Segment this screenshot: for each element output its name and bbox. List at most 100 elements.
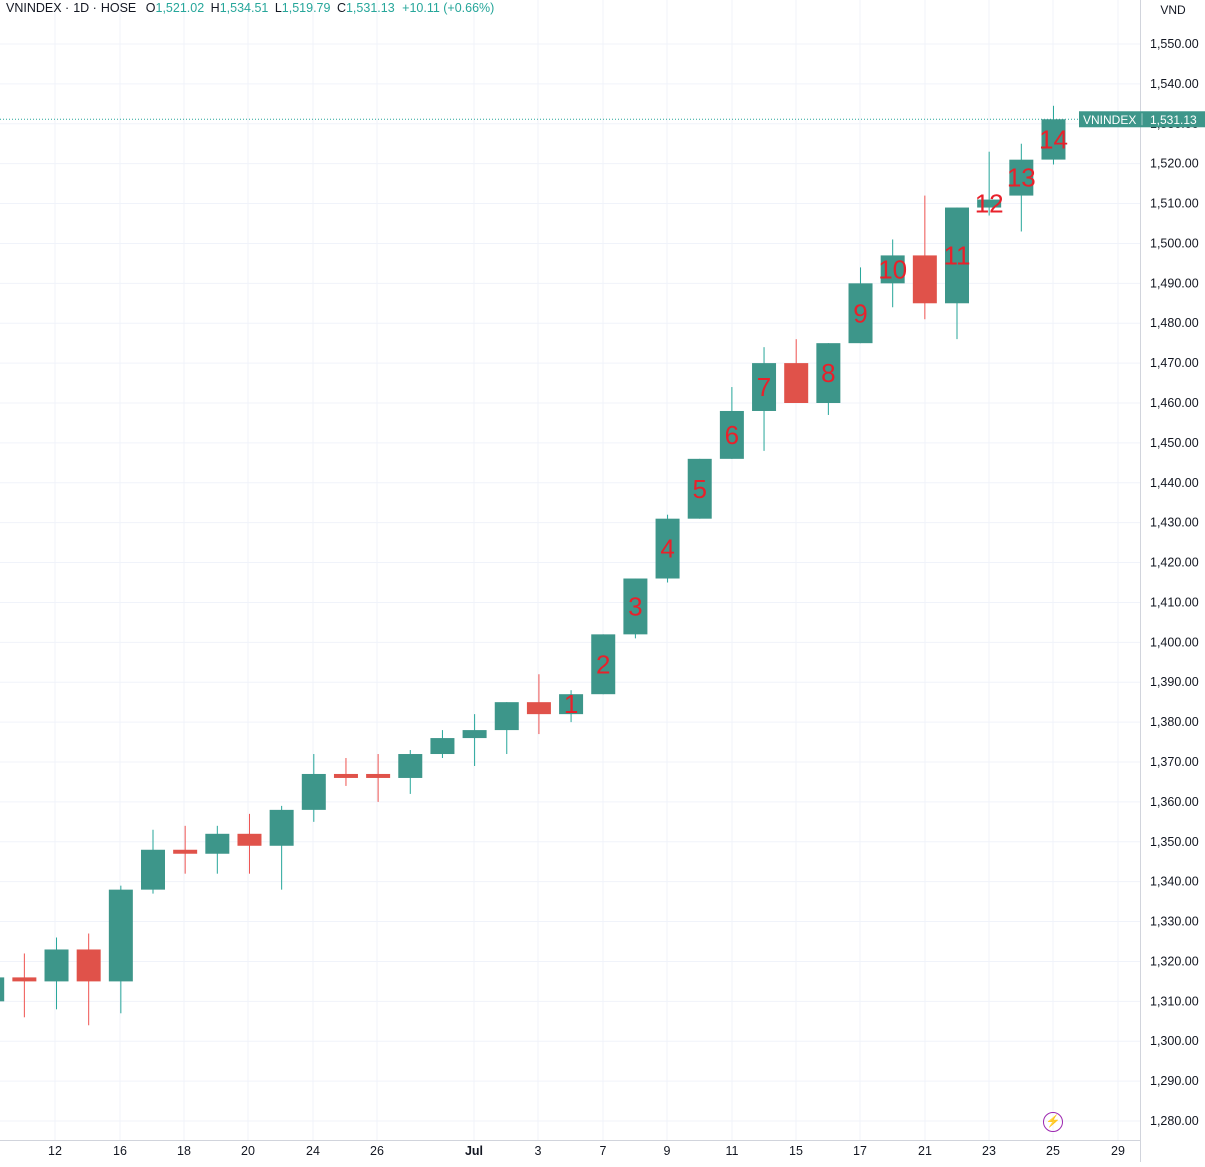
candle-body [1009, 159, 1034, 196]
candle-body [0, 977, 5, 1002]
candle-body [462, 730, 487, 739]
candle [623, 578, 648, 639]
price-tick-label: 1,450.00 [1150, 436, 1199, 450]
candle-number-label: 13 [1007, 163, 1036, 193]
legend-symbol[interactable]: VNINDEX [6, 1, 62, 15]
price-tick-label: 1,320.00 [1150, 954, 1199, 968]
candle-body [559, 694, 584, 715]
candle [591, 634, 616, 695]
candle [687, 458, 712, 519]
price-tag-symbol: VNINDEX [1083, 113, 1136, 127]
candle [1041, 105, 1066, 165]
candle-body [269, 809, 294, 846]
price-tick-label: 1,280.00 [1150, 1114, 1199, 1128]
time-tick-label: 7 [600, 1144, 607, 1158]
candle [237, 813, 262, 874]
candle [1009, 143, 1034, 232]
time-tick-label: Jul [465, 1144, 483, 1158]
legend-open-value: 1,521.02 [155, 1, 205, 15]
candle-body [945, 207, 969, 304]
legend-interval[interactable]: 1D [73, 1, 90, 15]
lightning-icon[interactable]: ⚡ [1043, 1112, 1063, 1132]
candle-body [687, 458, 712, 519]
time-tick-label: 17 [853, 1144, 867, 1158]
legend-high-label: H [210, 1, 220, 15]
time-tick-label: 23 [982, 1144, 996, 1158]
candle-body [912, 255, 937, 304]
price-tick-label: 1,540.00 [1150, 77, 1199, 91]
candle-number-label: 8 [821, 358, 835, 388]
price-tick-label: 1,480.00 [1150, 316, 1199, 330]
price-tick-label: 1,550.00 [1150, 37, 1199, 51]
candle [526, 674, 551, 735]
candle-body [333, 773, 358, 778]
candle [494, 702, 519, 755]
candle-body [12, 977, 37, 982]
candle [269, 805, 294, 890]
candle [848, 267, 873, 344]
candle-body [526, 702, 551, 715]
candle [108, 885, 133, 1014]
candle-body [366, 773, 391, 778]
candle-body [301, 773, 326, 810]
price-tick-label: 1,460.00 [1150, 396, 1199, 410]
legend-open-label: O [145, 1, 156, 15]
price-tick-label: 1,400.00 [1150, 635, 1199, 649]
price-tick-label: 1,370.00 [1150, 755, 1199, 769]
price-tick-label: 1,380.00 [1150, 715, 1199, 729]
candle [301, 754, 326, 822]
candle [44, 937, 69, 1010]
time-axis: 12 16 18 20 24 26 Jul 3 7 9 11 15 17 21 23 25 29 [0, 1140, 1140, 1158]
candle-body [719, 410, 744, 459]
candle-body [430, 738, 455, 755]
candle [76, 933, 101, 1026]
time-tick-label: 9 [664, 1144, 671, 1158]
time-tick-label: 3 [535, 1144, 542, 1158]
candle-body [398, 754, 423, 778]
price-tick-label: 1,430.00 [1150, 516, 1199, 530]
candle-number-label: 2 [596, 649, 610, 679]
candle-body [977, 199, 1002, 208]
price-tick-label: 1,510.00 [1150, 197, 1199, 211]
candle-number-label: 14 [1039, 124, 1068, 154]
price-tick-label: 1,330.00 [1150, 915, 1199, 929]
candle-number-label: 4 [660, 534, 674, 564]
candle [462, 714, 487, 766]
candle [977, 151, 1002, 216]
currency-label[interactable]: VND [1160, 3, 1186, 17]
candle [398, 750, 423, 794]
candle-body [141, 849, 165, 890]
price-tick-label: 1,440.00 [1150, 476, 1199, 490]
candle [173, 825, 198, 874]
candle-number-label: 6 [725, 420, 739, 450]
legend-low-value: 1,519.79 [281, 1, 331, 15]
price-tick-label: 1,340.00 [1150, 875, 1199, 889]
price-tick-label: 1,390.00 [1150, 675, 1199, 689]
candle-body [848, 283, 873, 344]
price-tag-value: 1,531.13 [1150, 113, 1197, 127]
time-tick-label: 24 [306, 1144, 320, 1158]
time-tick-label: 12 [48, 1144, 62, 1158]
price-tick-label: 1,420.00 [1150, 556, 1199, 570]
candle-number-label: 7 [757, 372, 771, 402]
candle [205, 825, 230, 874]
candle [719, 387, 744, 459]
legend-close-label: C [336, 1, 346, 15]
candle-number-label: 12 [975, 189, 1004, 219]
candle-number-label: 1 [564, 689, 578, 719]
legend-high-value: 1,534.51 [219, 1, 269, 15]
time-tick-label: 29 [1111, 1144, 1125, 1158]
candle [880, 239, 905, 308]
grid-lines [0, 0, 1140, 1140]
candle-body [76, 949, 101, 982]
time-tick-label: 25 [1046, 1144, 1060, 1158]
candle [366, 754, 391, 802]
price-tick-label: 1,490.00 [1150, 276, 1199, 290]
candle [816, 343, 841, 415]
time-tick-label: 15 [789, 1144, 803, 1158]
time-tick-label: 26 [370, 1144, 384, 1158]
candle [655, 514, 680, 583]
